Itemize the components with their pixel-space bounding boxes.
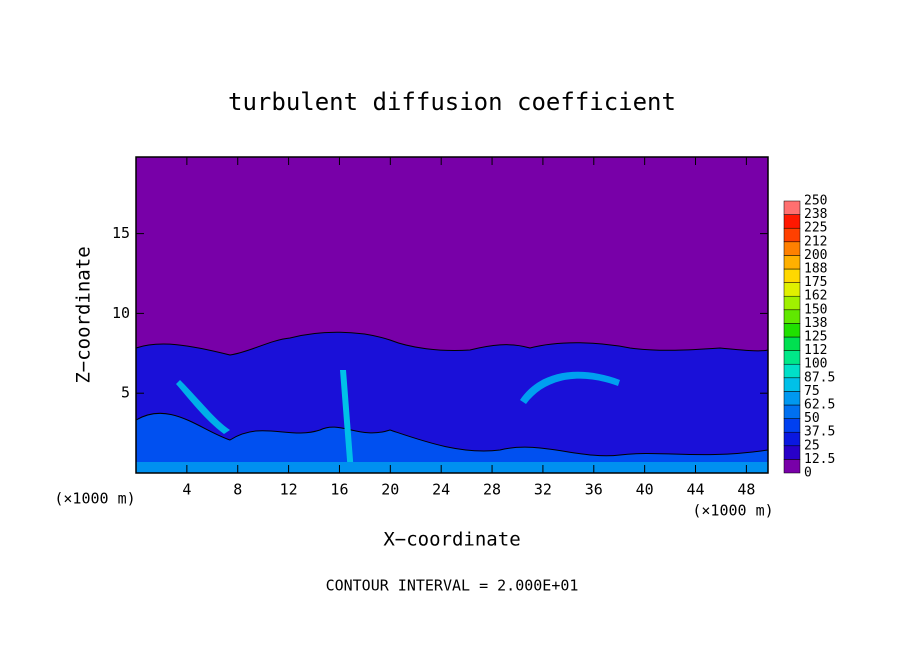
colorbar-label: 250	[804, 194, 827, 209]
colorbar-label: 112	[804, 343, 827, 358]
colorbar-label: 138	[804, 316, 827, 331]
colorbar-segment	[783, 295, 801, 311]
colorbar-label: 100	[804, 357, 827, 372]
colorbar-label: 238	[804, 207, 827, 222]
colorbar-segment	[783, 377, 801, 392]
y-tick-label: 10	[112, 304, 130, 322]
colorbar-label: 12.5	[804, 452, 835, 467]
colorbar-label: 87.5	[804, 370, 835, 385]
colorbar-segment	[783, 404, 801, 419]
colorbar-label: 200	[804, 248, 827, 263]
colorbar-segment	[783, 445, 801, 460]
colorbar-label: 75	[804, 384, 820, 399]
colorbar-label: 188	[804, 262, 827, 277]
colorbar-segment	[783, 363, 801, 379]
y-tick-label: 5	[121, 384, 130, 402]
colorbar-label: 175	[804, 275, 827, 290]
colorbar-segment	[783, 214, 801, 229]
x-tick-label: 4	[182, 481, 191, 499]
colorbar-label: 212	[804, 234, 827, 249]
x-tick-label: 16	[330, 481, 348, 499]
x-tick-label: 28	[483, 481, 501, 499]
colorbar-label: 162	[804, 289, 827, 304]
x-tick-label: 40	[636, 481, 654, 499]
colorbar-label: 125	[804, 330, 827, 345]
x-axis-label: X−coordinate	[383, 529, 520, 551]
colorbar-segment	[783, 255, 801, 270]
colorbar-segment	[783, 227, 801, 243]
colorbar-segment	[783, 241, 801, 256]
colorbar-segment	[783, 391, 801, 406]
colorbar-segment	[783, 431, 801, 447]
colorbar-segment	[783, 200, 801, 215]
x-tick-label: 44	[686, 481, 704, 499]
colorbar-segment	[783, 350, 801, 365]
colorbar-label: 150	[804, 302, 827, 317]
y-tick-label: 15	[112, 224, 130, 242]
colorbar-label: 225	[804, 221, 827, 236]
colorbar-label: 0	[804, 466, 812, 481]
colorbar-segment	[783, 268, 801, 283]
x-unit-label: (×1000 m)	[692, 502, 773, 520]
plot-frame	[135, 156, 769, 474]
colorbar-label: 50	[804, 411, 820, 426]
x-tick-label: 20	[381, 481, 399, 499]
colorbar-segment	[783, 282, 801, 297]
chart-title: turbulent diffusion coefficient	[228, 88, 676, 116]
x-tick-label: 48	[737, 481, 755, 499]
colorbar-segment	[783, 336, 801, 351]
colorbar-segment	[783, 323, 801, 338]
y-axis-label: Z−coordinate	[73, 246, 95, 383]
footer-note: CONTOUR INTERVAL = 2.000E+01	[326, 577, 579, 595]
field	[135, 157, 769, 474]
x-tick-label: 36	[585, 481, 603, 499]
y-unit-label: (×1000 m)	[54, 490, 135, 508]
x-tick-label: 32	[534, 481, 552, 499]
colorbar-segment	[783, 309, 801, 324]
colorbar-label: 25	[804, 438, 820, 453]
colorbar-label: 62.5	[804, 398, 835, 413]
x-tick-label: 12	[280, 481, 298, 499]
colorbar-label: 37.5	[804, 425, 835, 440]
x-tick-label: 24	[432, 481, 450, 499]
colorbar-segment	[783, 418, 801, 433]
colorbar-segment	[783, 459, 801, 474]
x-tick-label: 8	[233, 481, 242, 499]
